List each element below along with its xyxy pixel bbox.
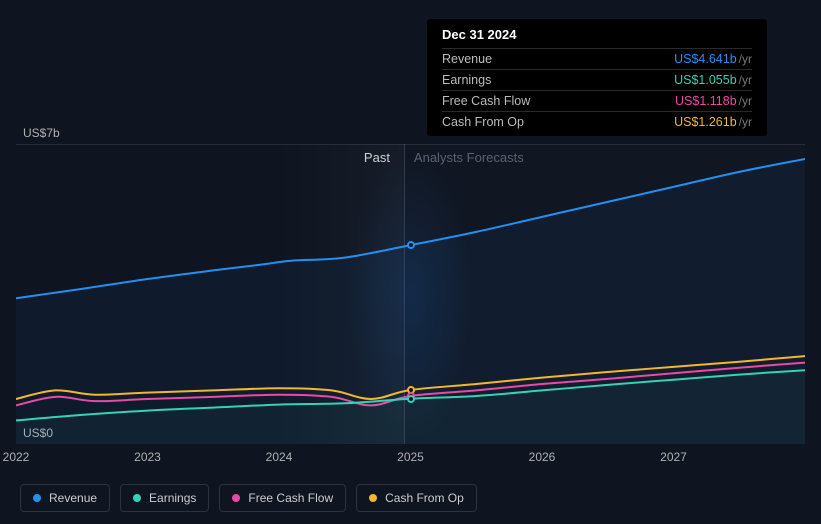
- legend-dot-icon: [369, 494, 377, 502]
- legend-item-cash_from_op[interactable]: Cash From Op: [356, 484, 477, 512]
- tooltip-row-unit: /yr: [739, 94, 752, 108]
- legend: Revenue Earnings Free Cash Flow Cash From O…: [20, 484, 477, 512]
- tooltip-row-label: Free Cash Flow: [442, 94, 530, 108]
- x-axis-label: 2024: [266, 450, 293, 464]
- marker-earnings: [407, 395, 415, 403]
- tooltip-row-value: US$1.055b: [674, 73, 737, 87]
- tooltip-row-unit: /yr: [739, 52, 752, 66]
- tooltip-row-label: Earnings: [442, 73, 491, 87]
- marker-revenue: [407, 241, 415, 249]
- tooltip-row-label: Cash From Op: [442, 115, 524, 129]
- tooltip-row-value: US$1.118b: [675, 94, 737, 108]
- legend-item-earnings[interactable]: Earnings: [120, 484, 209, 512]
- x-axis-label: 2025: [397, 450, 424, 464]
- tooltip-row-unit: /yr: [739, 115, 752, 129]
- x-axis-label: 2022: [3, 450, 30, 464]
- tooltip-row: Earnings US$1.055b/yr: [442, 69, 752, 90]
- tooltip-row-label: Revenue: [442, 52, 492, 66]
- financials-chart: US$7bUS$0 PastAnalysts Forecasts 2022202…: [0, 0, 821, 524]
- tooltip-date: Dec 31 2024: [442, 27, 752, 48]
- legend-dot-icon: [232, 494, 240, 502]
- legend-item-label: Free Cash Flow: [248, 491, 333, 505]
- x-axis: 202220232024202520262027: [16, 450, 805, 470]
- tooltip-row: Revenue US$4.641b/yr: [442, 48, 752, 69]
- x-axis-label: 2026: [529, 450, 556, 464]
- x-axis-label: 2023: [134, 450, 161, 464]
- y-axis-label: US$7b: [23, 126, 60, 140]
- legend-item-label: Earnings: [149, 491, 196, 505]
- tooltip-row-value: US$4.641b: [674, 52, 737, 66]
- legend-item-revenue[interactable]: Revenue: [20, 484, 110, 512]
- hover-tooltip: Dec 31 2024 Revenue US$4.641b/yr Earnings US…: [427, 19, 767, 136]
- legend-item-label: Cash From Op: [385, 491, 464, 505]
- legend-item-label: Revenue: [49, 491, 97, 505]
- legend-item-free_cash_flow[interactable]: Free Cash Flow: [219, 484, 346, 512]
- tooltip-row: Free Cash Flow US$1.118b/yr: [442, 90, 752, 111]
- tooltip-row-unit: /yr: [739, 73, 752, 87]
- x-axis-label: 2027: [660, 450, 687, 464]
- legend-dot-icon: [133, 494, 141, 502]
- tooltip-row-value: US$1.261b: [674, 115, 737, 129]
- legend-dot-icon: [33, 494, 41, 502]
- tooltip-row: Cash From Op US$1.261b/yr: [442, 111, 752, 132]
